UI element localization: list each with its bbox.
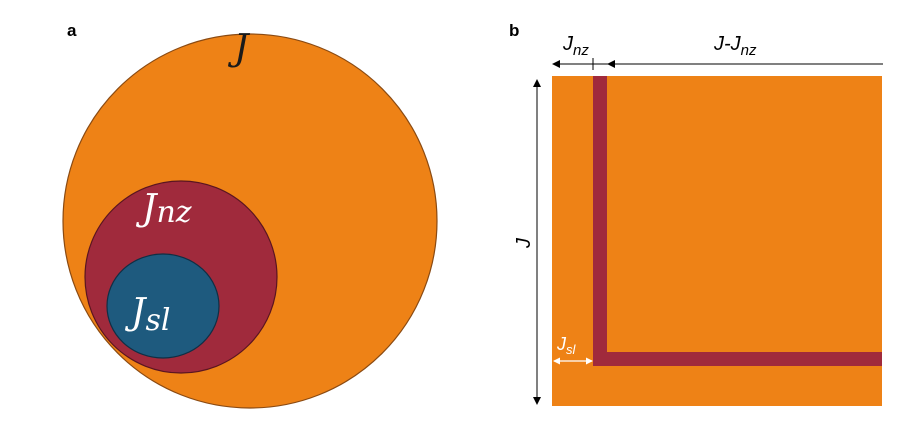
nonzero-row-band [593,352,882,366]
set-jsl-circle [106,253,220,359]
dim-jsl-label: Jsl [556,334,577,357]
dim-jsl-sub: sl [566,342,577,357]
dim-jnz-sub: nz [573,42,589,59]
panel-a-label: a [67,21,77,40]
dim-j-minus-main: J [730,33,742,55]
dim-jsl-main: J [556,334,567,354]
panel-b-label: b [509,21,519,40]
set-jsl-sub: sl [145,303,170,338]
dim-j-minus-pre: J- [713,33,731,55]
set-jnz-sub: nz [156,195,191,230]
dim-jnz-main: J [562,33,574,55]
panel-a: a J Jnz Jsl [62,21,438,409]
dim-j-minus-sub: nz [741,42,757,59]
set-jnz-label: Jnz [135,188,192,230]
dim-j-minus-jnz-label: J-Jnz [713,33,757,59]
dim-jnz-label: Jnz [562,33,589,59]
nonzero-column-band [593,76,607,366]
dim-j-label: J [513,237,535,249]
panel-b: b Jnz J-Jnz J Jsl [509,21,883,406]
